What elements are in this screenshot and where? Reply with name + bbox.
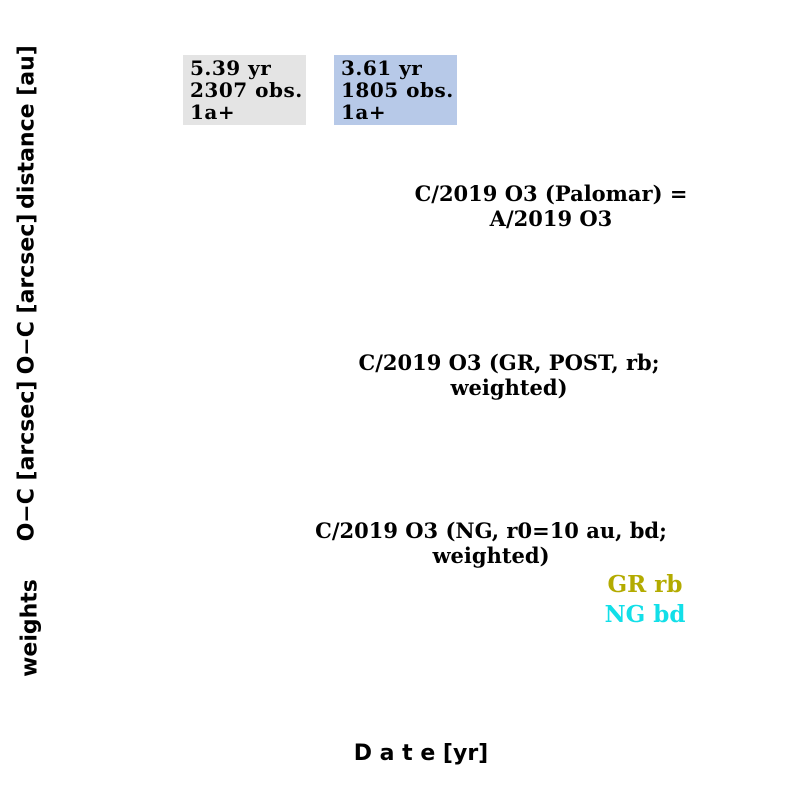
panel3-title: C/2019 O3 (NG, r0=10 au, bd; weighted) <box>315 518 667 568</box>
y-axis-title-oc-gr: O−C [arcsec] <box>14 213 40 375</box>
y-axis-title-weights: weights <box>17 579 43 677</box>
old-arc-info-box: 5.39 yr 2307 obs. 1a+ <box>183 55 306 125</box>
legend-ng-bd: NG bd <box>604 601 686 628</box>
new-arc-info-box: 3.61 yr 1805 obs. 1a+ <box>334 55 457 125</box>
panel2-title: C/2019 O3 (GR, POST, rb; weighted) <box>358 350 660 400</box>
old-arc-quality-class: 1a+ <box>190 100 236 124</box>
x-axis-title: D a t e [yr] <box>353 741 489 766</box>
new-arc-span-years: 3.61 yr <box>341 56 423 80</box>
old-arc-span-years: 5.39 yr <box>190 56 272 80</box>
old-arc-obs-count: 2307 obs. <box>190 78 303 102</box>
y-axis-title-oc-ng: O−C [arcsec] <box>14 380 40 542</box>
y-axis-title-distance: distance [au] <box>14 45 40 209</box>
new-arc-obs-count: 1805 obs. <box>341 78 454 102</box>
panel1-title: C/2019 O3 (Palomar) = A/2019 O3 <box>414 181 688 231</box>
legend-gr-rb: GR rb <box>607 571 683 598</box>
new-arc-quality-class: 1a+ <box>341 100 387 124</box>
